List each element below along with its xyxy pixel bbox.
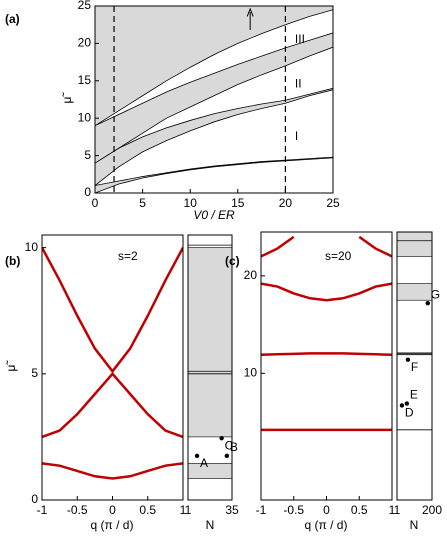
level-band: [188, 247, 232, 438]
plot-area: [261, 235, 392, 432]
panel-label: (b): [5, 254, 20, 268]
y-tick-label: 10: [25, 240, 39, 254]
axes-frame: [260, 231, 393, 501]
x-axis-label: V0 / ER: [193, 208, 235, 222]
x-tick-label: 20: [279, 196, 293, 210]
axes-frame: [396, 231, 433, 501]
band-curve: [261, 235, 392, 258]
panel-label: (a): [5, 12, 20, 26]
y-tick-label: 20: [244, 268, 258, 282]
y-tick-label: 20: [78, 36, 92, 50]
band-curve: [42, 462, 183, 480]
panel-text: s=20: [325, 249, 352, 263]
axes-frame: [187, 234, 233, 501]
y-axis-label: μ̃: [60, 92, 74, 104]
panel-text: s=2: [118, 249, 138, 263]
level-band: [397, 232, 432, 257]
y-tick-label: 10: [78, 110, 92, 124]
band-edge: [95, 32, 333, 127]
x-axis-label: q (π / d): [305, 518, 348, 532]
x-tick-label: 5: [139, 196, 146, 210]
band-area: [95, 32, 333, 164]
plot-area: [42, 247, 183, 480]
band-edge: [95, 46, 333, 164]
plot-area: [95, 6, 333, 193]
y-axis-label: μ̃: [4, 360, 18, 372]
x-tick-label: 1: [394, 503, 401, 517]
band-curve: [42, 247, 183, 374]
plot-area: [188, 244, 232, 479]
point-label: B: [230, 440, 238, 454]
band-edge: [95, 156, 333, 186]
band-curve: [261, 352, 392, 357]
x-tick-label: 200: [422, 503, 442, 517]
x-tick-label: 1: [185, 503, 192, 517]
x-tick-label: 0: [92, 196, 99, 210]
plot-area: [397, 232, 432, 431]
band-edge: [95, 9, 333, 127]
x-axis-label: N: [410, 518, 419, 532]
x-tick-label: 35: [225, 503, 239, 517]
y-tick-label: 5: [84, 148, 91, 162]
panel-label: (c): [225, 254, 240, 268]
state-point: [399, 403, 405, 408]
axes-frame: [94, 5, 334, 194]
state-point: [404, 401, 410, 406]
x-tick-label: 0.5: [139, 503, 156, 517]
state-point: [194, 453, 200, 459]
band-area: [95, 157, 333, 193]
y-tick-label: 0: [31, 492, 38, 506]
x-tick-label: 1: [180, 503, 187, 517]
x-axis-label: q (π / d): [91, 518, 134, 532]
x-tick-label: 0.5: [351, 503, 368, 517]
level-band: [397, 283, 432, 301]
point-label: G: [431, 287, 440, 301]
point-label: C: [225, 438, 234, 452]
band-curve: [261, 282, 392, 302]
x-tick-label: 15: [231, 196, 245, 210]
x-tick-label: -1: [37, 503, 48, 517]
y-tick-label: 25: [78, 0, 92, 12]
y-tick-label: 10: [244, 365, 258, 379]
band-area: [95, 6, 333, 126]
x-axis-label: N: [206, 518, 215, 532]
x-tick-label: 10: [184, 196, 198, 210]
x-tick-label: -0.5: [67, 503, 88, 517]
arrow-head: [246, 7, 254, 17]
y-tick-label: 15: [78, 73, 92, 87]
level-band: [188, 463, 232, 479]
region-label: III: [295, 32, 305, 46]
x-tick-label: 0: [323, 503, 330, 517]
y-tick-label: 0: [84, 185, 91, 199]
axes-frame: [41, 234, 184, 501]
x-tick-label: -1: [256, 503, 267, 517]
state-point: [405, 357, 411, 362]
x-tick-label: 25: [326, 196, 340, 210]
point-label: A: [200, 456, 208, 470]
region-label: II: [295, 77, 302, 91]
y-tick-label: 5: [31, 366, 38, 380]
point-label: E: [410, 388, 418, 402]
x-tick-label: 1: [389, 503, 396, 517]
point-label: D: [405, 406, 414, 420]
band-curve: [42, 371, 183, 439]
region-label: I: [295, 129, 298, 143]
band-edge: [95, 87, 333, 164]
state-point: [219, 435, 224, 441]
band-edge: [95, 157, 333, 193]
state-point: [425, 300, 430, 306]
x-tick-label: -0.5: [283, 503, 304, 517]
x-tick-label: 0: [109, 503, 116, 517]
state-point: [224, 453, 230, 459]
point-label: F: [411, 360, 418, 374]
band-edge: [95, 89, 333, 186]
